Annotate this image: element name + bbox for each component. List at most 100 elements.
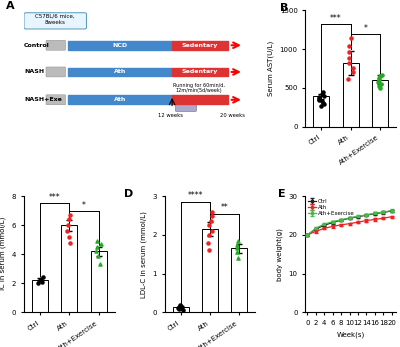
Point <box>176 304 183 310</box>
FancyArrow shape <box>172 68 228 76</box>
Text: 12 weeks: 12 weeks <box>158 113 184 118</box>
Point <box>319 98 325 104</box>
Point <box>233 242 240 247</box>
FancyArrow shape <box>172 41 228 50</box>
Point <box>66 240 73 245</box>
FancyArrow shape <box>172 95 228 104</box>
Point <box>376 85 383 91</box>
Bar <box>173 307 189 312</box>
Text: **: ** <box>221 203 228 212</box>
Bar <box>231 248 247 312</box>
Point <box>98 241 104 247</box>
Point <box>377 82 384 87</box>
Point <box>374 79 381 85</box>
Point <box>177 305 183 311</box>
Point <box>206 248 212 253</box>
FancyBboxPatch shape <box>24 13 86 29</box>
Bar <box>61 225 78 312</box>
Point <box>180 307 186 313</box>
Point <box>346 49 352 55</box>
Y-axis label: TC in serum (mmol/L): TC in serum (mmol/L) <box>0 217 6 292</box>
Point <box>234 249 240 255</box>
Point <box>376 77 382 83</box>
Y-axis label: body weight(g): body weight(g) <box>276 228 283 281</box>
Y-axis label: Serum AST(U/L): Serum AST(U/L) <box>268 41 274 96</box>
Point <box>376 75 382 81</box>
FancyArrow shape <box>68 41 172 50</box>
Text: Ath: Ath <box>114 97 126 102</box>
Text: 20 weeks: 20 weeks <box>220 113 245 118</box>
Point <box>178 303 184 309</box>
Point <box>66 234 72 239</box>
Text: C57BL/6 mice,: C57BL/6 mice, <box>36 13 75 18</box>
Point <box>346 43 353 49</box>
Legend: Ctrl, Ath, Ath+Exercise: Ctrl, Ath, Ath+Exercise <box>308 199 355 216</box>
Point <box>346 55 352 60</box>
Point <box>349 65 356 70</box>
Point <box>320 100 326 105</box>
Text: Control: Control <box>24 43 50 48</box>
Point <box>345 76 351 81</box>
Point <box>206 222 212 228</box>
Point <box>204 240 211 245</box>
Text: ***: *** <box>330 14 342 23</box>
Point <box>209 228 216 234</box>
Bar <box>372 80 388 127</box>
Bar <box>313 96 330 127</box>
Point <box>176 306 182 312</box>
Point <box>376 84 382 89</box>
Text: B: B <box>280 3 288 14</box>
FancyBboxPatch shape <box>46 40 66 50</box>
Point <box>67 212 74 218</box>
Point <box>93 248 99 254</box>
Text: A: A <box>6 1 14 11</box>
Point <box>376 74 383 79</box>
Text: D: D <box>124 189 133 199</box>
Text: Sedentary: Sedentary <box>182 43 218 48</box>
Point <box>234 255 241 261</box>
FancyBboxPatch shape <box>176 103 196 111</box>
Point <box>208 219 214 224</box>
Point <box>209 213 215 218</box>
Text: ***: *** <box>49 193 60 202</box>
Point <box>34 280 41 286</box>
Bar <box>342 63 359 127</box>
Point <box>319 90 326 95</box>
Point <box>38 276 45 282</box>
Point <box>66 217 72 222</box>
Point <box>346 60 352 66</box>
Point <box>350 69 356 75</box>
Text: NASH: NASH <box>24 69 44 75</box>
Point <box>95 253 101 259</box>
Point <box>97 262 104 267</box>
Text: E: E <box>278 189 286 199</box>
Point <box>64 228 70 234</box>
Bar <box>202 229 218 312</box>
Point <box>234 238 241 244</box>
Point <box>36 278 43 283</box>
Text: Running for 60min/d,: Running for 60min/d, <box>173 83 225 88</box>
FancyArrow shape <box>68 95 172 104</box>
Point <box>316 95 322 100</box>
Text: *: * <box>363 24 367 33</box>
Point <box>94 238 100 244</box>
Bar <box>90 251 107 312</box>
FancyBboxPatch shape <box>46 95 66 105</box>
Point <box>205 232 212 238</box>
Point <box>321 101 327 107</box>
Point <box>316 97 322 103</box>
Point <box>38 279 45 285</box>
Text: NASH+Exe: NASH+Exe <box>24 97 62 102</box>
Text: 12m/min(5d/week): 12m/min(5d/week) <box>175 88 222 93</box>
Text: 8weeks: 8weeks <box>45 20 66 25</box>
Bar <box>32 280 48 312</box>
Point <box>320 93 327 99</box>
Point <box>348 35 354 40</box>
Y-axis label: LDL-C in serum (mmol/L): LDL-C in serum (mmol/L) <box>140 211 147 298</box>
Point <box>94 244 100 250</box>
FancyBboxPatch shape <box>46 67 66 77</box>
Text: *: * <box>82 201 86 210</box>
Point <box>40 275 46 280</box>
Point <box>319 92 325 97</box>
Text: ****: **** <box>188 192 203 201</box>
